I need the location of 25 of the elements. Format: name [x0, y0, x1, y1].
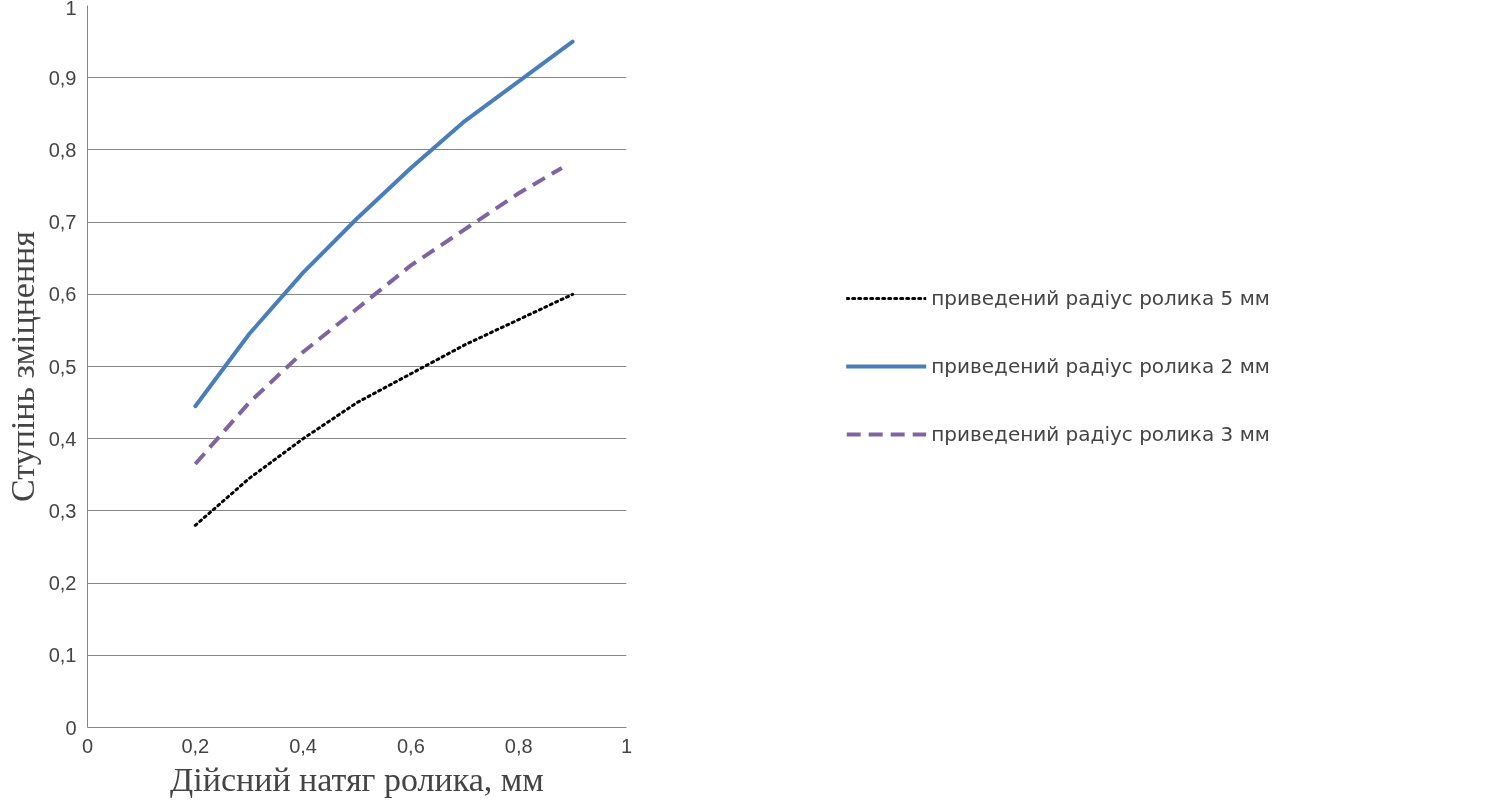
line-series [193, 292, 575, 527]
y-tick-label: 0,4 [48, 427, 77, 450]
x-tick-label: 0 [81, 734, 94, 757]
line-series [193, 165, 564, 466]
y-tick-label: 0 [65, 716, 77, 739]
y-tick-label: 1 [65, 0, 77, 19]
y-tick-label: 0,8 [48, 138, 77, 161]
y-tick-label: 0,1 [48, 644, 77, 667]
legend-label: приведений радіус ролика 5 мм [931, 285, 1270, 312]
y-tick-label: 0,2 [48, 572, 77, 595]
legend-label: приведений радіус ролика 2 мм [931, 353, 1270, 380]
x-tick-label: 1 [620, 734, 633, 757]
y-axis-title: Ступінь зміцнення [3, 230, 41, 502]
y-tick-label: 0,7 [48, 211, 77, 234]
y-tick-label: 0,5 [48, 355, 77, 378]
y-tick-label: 0,6 [48, 283, 77, 306]
x-tick-label: 0,4 [289, 734, 318, 757]
y-tick-label: 0,9 [48, 66, 77, 89]
x-tick-label: 0,6 [397, 734, 425, 757]
x-axis-title: Дійсний натяг ролика, мм [170, 760, 544, 798]
x-tick-label: 0,8 [504, 734, 533, 757]
y-tick-label: 0,3 [48, 499, 77, 522]
line-series [193, 39, 575, 409]
x-tick-label: 0,2 [181, 734, 210, 757]
legend-label: приведений радіус ролика 3 мм [931, 421, 1270, 448]
